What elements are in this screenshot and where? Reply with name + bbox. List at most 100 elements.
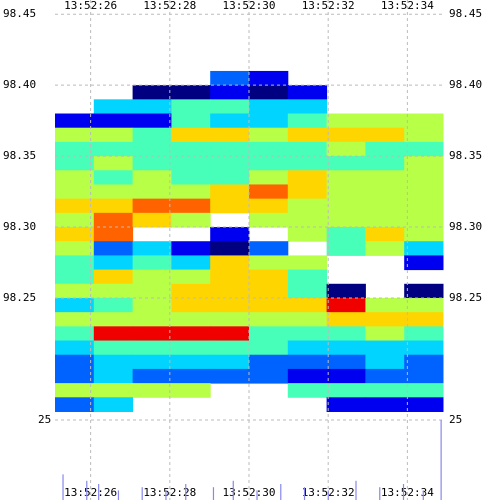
heat-cell [249, 70, 289, 86]
heat-cell [365, 198, 405, 214]
heat-cell [171, 269, 211, 285]
heat-cell [404, 241, 444, 256]
heat-cell [55, 198, 95, 214]
heat-cell [287, 297, 328, 313]
heat-cell [171, 354, 211, 370]
volume-bar [212, 487, 215, 500]
y-tick-label: 98.35 [449, 149, 482, 162]
heat-cell [55, 255, 95, 271]
heat-cell [365, 156, 405, 171]
heat-cell [326, 283, 366, 299]
volume-bar [327, 490, 329, 500]
heat-cell [326, 184, 366, 200]
heat-cell [55, 297, 95, 313]
heat-cell [210, 141, 250, 157]
heat-cell [326, 241, 366, 256]
heat-cell [404, 397, 444, 412]
heat-cell [287, 354, 328, 370]
heat-cell [365, 212, 405, 228]
heat-cell [326, 383, 366, 398]
heat-cell [404, 297, 444, 313]
heat-cell [132, 156, 172, 171]
heat-cell [55, 141, 95, 157]
heat-cell [287, 127, 328, 143]
heat-cell [210, 127, 250, 143]
heat-cell [55, 227, 95, 242]
heat-cell [93, 113, 134, 129]
heat-cell [93, 141, 134, 157]
heat-cell [249, 170, 289, 185]
heat-cell [404, 184, 444, 200]
heat-cell [287, 383, 328, 398]
heat-cell [249, 212, 289, 228]
heat-cell [93, 368, 134, 384]
heat-cell [287, 156, 328, 171]
heat-cell [171, 99, 211, 115]
heat-cell [55, 170, 95, 185]
heat-cell [55, 340, 95, 356]
heat-cell [365, 368, 405, 384]
heat-cell [365, 340, 405, 356]
heat-cell [404, 326, 444, 342]
heat-cell [55, 312, 95, 327]
heat-cell [404, 368, 444, 384]
y-tick-label: 98.45 [449, 7, 482, 20]
heat-cell [326, 297, 366, 313]
heat-cell [365, 354, 405, 370]
heat-cell [132, 85, 172, 100]
heat-cell [93, 212, 134, 228]
x-tick-label: 13:52:26 [64, 0, 117, 12]
heat-cell [55, 283, 95, 299]
heat-cell [249, 297, 289, 313]
heat-cell [210, 113, 250, 129]
heat-cell [404, 227, 444, 242]
heat-cell [171, 241, 211, 256]
heat-cell [249, 113, 289, 129]
heat-cell [365, 227, 405, 242]
volume-bar [62, 474, 64, 500]
x-tick-label: 13:52:32 [302, 0, 355, 12]
heat-cell [55, 113, 95, 129]
heat-cell [210, 368, 250, 384]
heat-cell [93, 255, 134, 271]
heat-cell [171, 85, 211, 100]
y-tick-label: 98.25 [3, 291, 36, 304]
heat-cell [287, 326, 328, 342]
heat-cell [249, 99, 289, 115]
heat-cell [365, 113, 405, 129]
x-tick-label: 13:52:30 [223, 0, 276, 12]
heat-cell [326, 227, 366, 242]
heat-cell [404, 156, 444, 171]
heat-cell [171, 127, 211, 143]
heat-cell [365, 397, 405, 412]
heat-cell [287, 198, 328, 214]
heat-cell [287, 99, 328, 115]
heat-cell [287, 255, 328, 271]
heat-cell [210, 156, 250, 171]
heat-cell [404, 127, 444, 143]
heat-cell [404, 212, 444, 228]
heat-cell [287, 170, 328, 185]
heat-cell [132, 141, 172, 157]
heat-cell [132, 383, 172, 398]
heat-cell [93, 354, 134, 370]
heat-cell [93, 383, 134, 398]
heat-cell [132, 198, 172, 214]
y-tick-label: 98.40 [449, 78, 482, 91]
volume-bar [280, 484, 282, 500]
volume-bar [98, 484, 100, 500]
y-tick-label: 25 [38, 413, 51, 426]
heat-cell [132, 340, 172, 356]
heat-cell [249, 354, 289, 370]
heat-cell [404, 141, 444, 157]
heat-cell [249, 241, 289, 256]
heat-cell [287, 312, 328, 327]
heat-cell [326, 397, 366, 412]
y-tick-label: 98.30 [3, 220, 36, 233]
heat-cell [365, 241, 405, 256]
heat-cell [210, 269, 250, 285]
heat-cell [210, 297, 250, 313]
heat-cell [365, 127, 405, 143]
heat-cell [404, 354, 444, 370]
y-tick-label: 98.25 [449, 291, 482, 304]
